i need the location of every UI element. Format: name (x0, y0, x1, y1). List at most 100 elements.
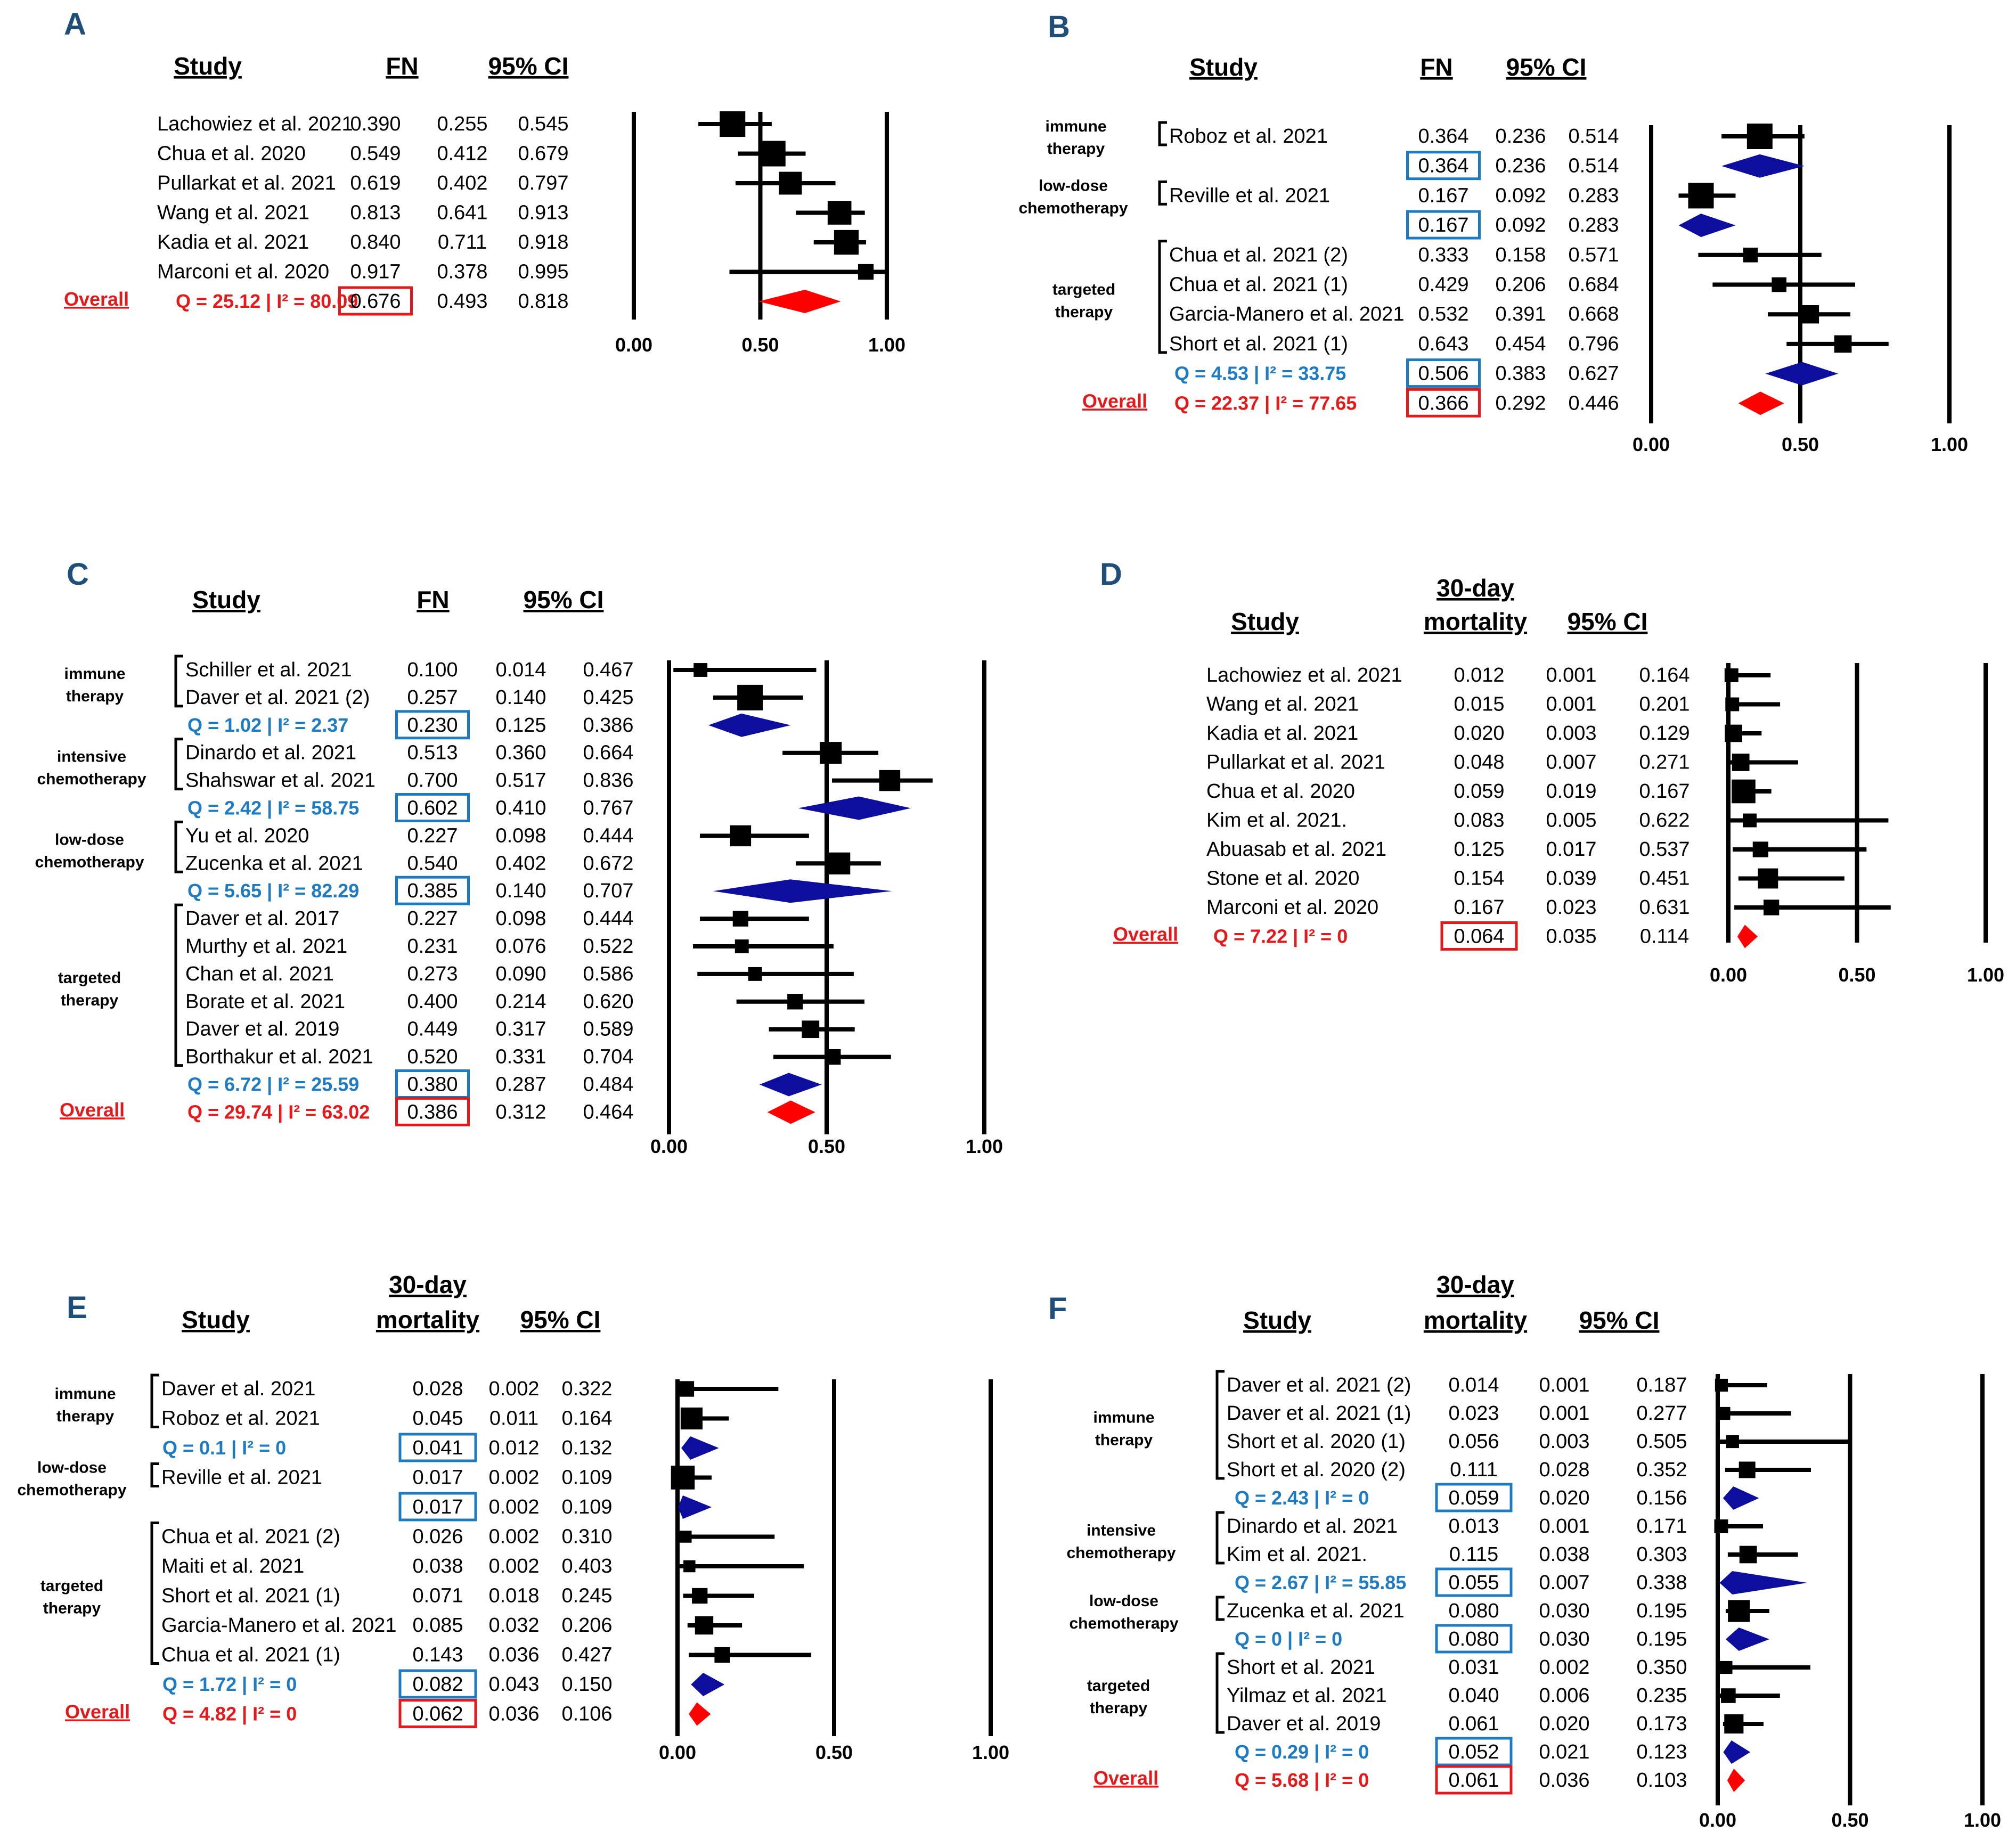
estimate-value: 0.257 (407, 686, 458, 709)
x-tick-label: 1.00 (972, 1741, 1009, 1763)
pooled-ci-lower: 0.007 (1539, 1572, 1589, 1594)
pooled-ci-lower: 0.036 (1539, 1769, 1589, 1792)
point-estimate (714, 1647, 730, 1663)
study-name: Dinardo et al. 2021 (1227, 1515, 1398, 1538)
study-name: Chua et al. 2021 (2) (161, 1526, 340, 1548)
ci-lower: 0.019 (1546, 780, 1596, 803)
estimate-value: 0.012 (1454, 664, 1504, 686)
estimate-value: 0.071 (412, 1585, 463, 1607)
study-name: Reville et al. 2021 (161, 1467, 322, 1489)
ci-lower: 0.076 (495, 935, 546, 958)
forest-panel-f: F Study 30-day mortality 95% CI 0.00 0.50 1.00 D… (1048, 1271, 2001, 1831)
subgroup-estimate-box (1435, 1624, 1513, 1654)
pooled-estimate: 0.062 (412, 1703, 463, 1725)
ci-upper: 0.679 (518, 143, 568, 165)
ci-upper: 0.451 (1639, 868, 1689, 890)
ci-lower: 0.402 (437, 172, 487, 194)
ci-upper: 0.427 (561, 1644, 612, 1666)
subgroup-heterogeneity: Q = 4.53 | I² = 33.75 (1174, 363, 1346, 385)
point-estimate (1728, 1600, 1750, 1622)
header-estimate-line1: 30-day (389, 1271, 467, 1298)
pooled-estimate: 0.055 (1448, 1572, 1499, 1594)
subgroup-diamond (1719, 1571, 1807, 1594)
group-bracket (1215, 1596, 1225, 1621)
point-estimate (1752, 841, 1769, 857)
subgroup-estimate-box (1406, 151, 1481, 181)
ci-upper: 0.586 (583, 963, 633, 985)
group-label: chemotherapy (1069, 1615, 1178, 1632)
subgroup-heterogeneity: Q = 1.72 | I² = 0 (162, 1673, 297, 1696)
estimate-value: 0.023 (1448, 1402, 1499, 1425)
estimate-value: 0.083 (1454, 809, 1504, 832)
ci-upper: 0.505 (1636, 1430, 1687, 1453)
pooled-estimate: 0.080 (1448, 1628, 1499, 1650)
estimate-value: 0.231 (407, 935, 458, 958)
estimate-value: 0.115 (1449, 1543, 1498, 1566)
panel-label: C (67, 557, 89, 592)
study-name: Kadia et al. 2021 (157, 231, 309, 253)
panel-label: E (67, 1290, 87, 1325)
group-bracket (1158, 240, 1167, 354)
ci-upper: 0.303 (1636, 1543, 1687, 1566)
x-tick-label: 0.00 (615, 334, 652, 356)
ci-upper: 0.467 (583, 659, 633, 681)
x-tick-label: 0.00 (1710, 964, 1747, 986)
point-estimate (827, 201, 852, 225)
group-label: low-dose (55, 831, 124, 848)
subgroup-heterogeneity: Q = 2.42 | I² = 58.75 (187, 797, 359, 820)
forest-panel-d: D Study 30-day mortality 95% CI 0.00 0.50 1.00 L… (1100, 557, 2004, 986)
forest-panel-c: C Study FN 95% CI 0.00 0.50 1.00 Schiller et al… (35, 557, 1003, 1157)
ci-lower: 0.030 (1539, 1600, 1589, 1622)
subgroup-diamond (1725, 1628, 1769, 1651)
pooled-ci-lower: 0.035 (1546, 926, 1596, 948)
overall-heterogeneity: Q = 29.74 | I² = 63.02 (187, 1101, 370, 1123)
estimate-value: 0.015 (1454, 693, 1504, 716)
estimate-value: 0.038 (412, 1555, 463, 1577)
overall-label: Overall (60, 1099, 125, 1121)
point-estimate (828, 852, 851, 874)
point-estimate (1772, 277, 1787, 292)
header-study: Study (1231, 608, 1299, 635)
study-name: Maiti et al. 2021 (161, 1555, 304, 1577)
overall-diamond (1727, 1769, 1745, 1792)
header-study: Study (174, 52, 242, 80)
study-name: Garcia-Manero et al. 2021 (1169, 303, 1404, 325)
overall-estimate-box (338, 286, 413, 316)
ci-upper: 0.571 (1568, 244, 1619, 266)
ci-lower: 0.018 (488, 1585, 539, 1607)
pooled-ci-upper: 0.106 (561, 1703, 612, 1725)
estimate-value: 0.040 (1448, 1684, 1499, 1707)
ci-lower: 0.412 (437, 143, 487, 165)
pooled-ci-upper: 0.195 (1636, 1628, 1687, 1650)
estimate-value: 0.026 (412, 1526, 463, 1548)
group-bracket (150, 1373, 159, 1428)
study-name: Daver et al. 2021 (2) (1227, 1374, 1411, 1396)
panel-label: D (1100, 557, 1122, 592)
ci-upper: 0.514 (1568, 125, 1619, 148)
estimate-value: 0.031 (1448, 1656, 1499, 1679)
study-name: Short et al. 2021 (1) (1169, 333, 1348, 355)
subgroup-heterogeneity: Q = 0 | I² = 0 (1235, 1628, 1342, 1650)
header-study: Study (1189, 53, 1258, 81)
estimate-value: 0.532 (1418, 303, 1468, 325)
estimate-value: 0.167 (1418, 184, 1468, 207)
header-ci: 95% CI (520, 1306, 601, 1334)
subgroup-diamond (1765, 362, 1839, 386)
panel-label: A (64, 7, 86, 42)
subgroup-diamond (1678, 214, 1736, 238)
group-label: therapy (66, 688, 124, 705)
overall-estimate-box (1440, 921, 1518, 951)
overall-label: Overall (65, 1701, 130, 1723)
pooled-ci-lower: 0.036 (488, 1703, 539, 1725)
group-bracket (1158, 180, 1167, 206)
ci-lower: 0.140 (495, 686, 546, 709)
estimate-value: 0.333 (1418, 244, 1468, 266)
study-name: Lachowiez et al. 2021 (1206, 664, 1402, 686)
x-tick-label: 0.50 (815, 1741, 853, 1763)
group-bracket (1158, 121, 1167, 146)
x-tick-label: 0.00 (659, 1741, 696, 1763)
pooled-estimate: 0.230 (407, 714, 458, 737)
point-estimate (748, 967, 762, 981)
ci-upper: 0.668 (1568, 303, 1619, 325)
subgroup-heterogeneity: Q = 2.43 | I² = 0 (1235, 1487, 1369, 1509)
